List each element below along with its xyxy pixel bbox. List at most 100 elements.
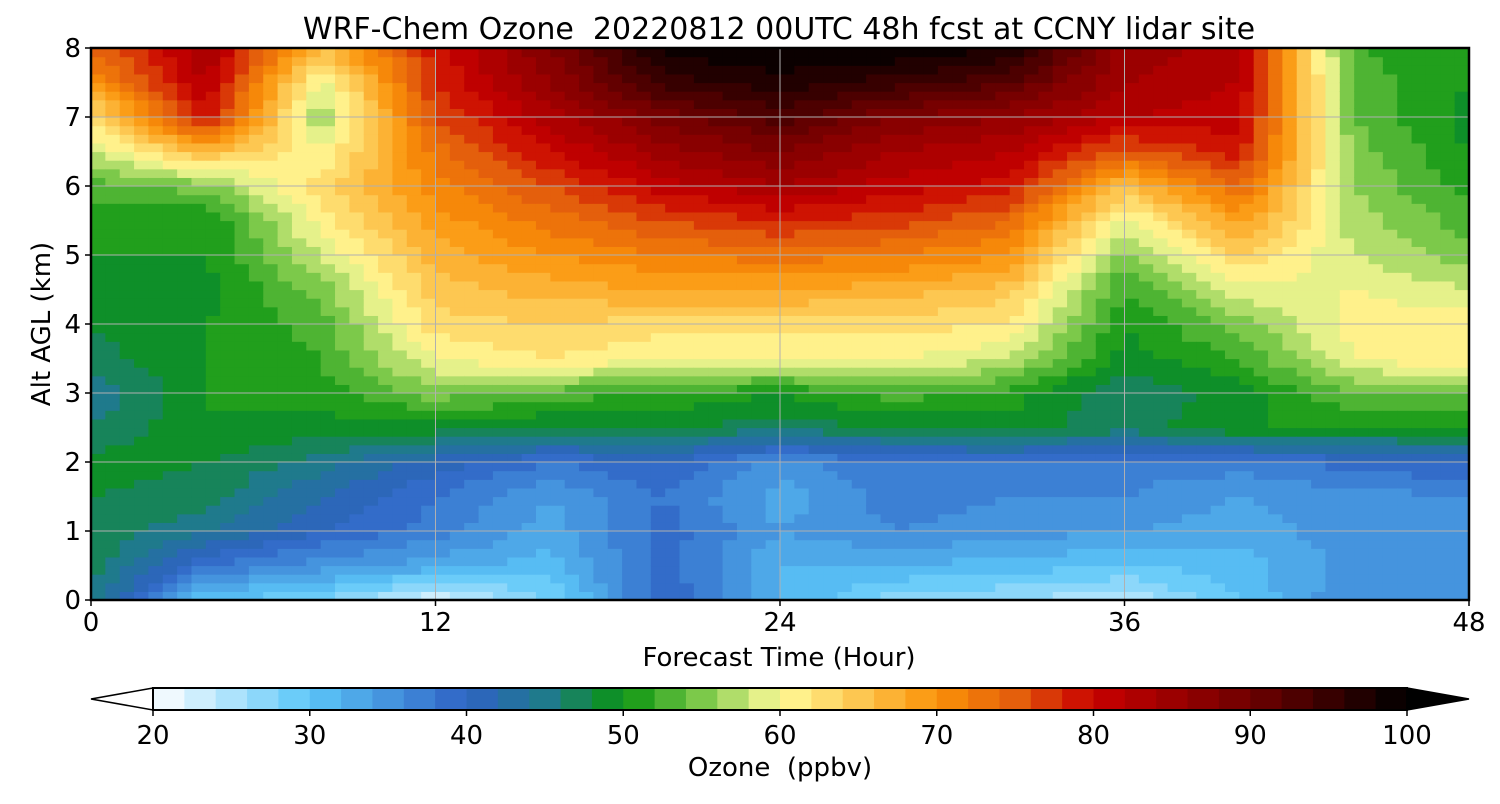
heat-cell: [148, 160, 164, 170]
heat-cell: [535, 177, 551, 187]
heat-cell: [866, 384, 882, 394]
heat-cell: [263, 341, 279, 351]
heat-cell: [995, 246, 1011, 256]
heat-cell: [1110, 367, 1126, 377]
heat-cell: [679, 99, 695, 109]
heat-cell: [248, 531, 264, 541]
heat-cell: [1009, 82, 1025, 92]
heat-cell: [220, 556, 236, 567]
heat-cell: [708, 496, 724, 506]
heat-cell: [449, 427, 465, 437]
heat-cell: [866, 410, 882, 420]
heat-cell: [1181, 393, 1197, 403]
heat-cell: [693, 531, 709, 541]
heat-cell: [521, 505, 537, 515]
heat-cell: [952, 229, 968, 239]
heat-cell: [134, 99, 150, 109]
heat-cell: [751, 539, 767, 549]
heat-cell: [966, 151, 982, 161]
heat-cell: [622, 539, 638, 549]
heat-cell: [1167, 289, 1183, 299]
heat-cell: [277, 444, 293, 454]
heat-cell: [1138, 375, 1154, 385]
heat-cell: [837, 48, 853, 58]
heat-cell: [607, 91, 623, 101]
heat-cell: [693, 574, 709, 584]
heat-cell: [636, 393, 652, 403]
heat-cell: [205, 82, 221, 92]
heat-cell: [119, 315, 135, 325]
heat-cell: [1138, 522, 1154, 532]
heat-cell: [808, 470, 824, 480]
heat-cell: [794, 384, 810, 394]
heat-cell: [909, 108, 925, 118]
heat-cell: [564, 99, 580, 109]
heat-cell: [708, 117, 724, 127]
heat-cell: [923, 574, 939, 584]
heat-cell: [780, 487, 795, 498]
heat-cell: [291, 565, 307, 575]
heat-cell: [564, 479, 580, 489]
heat-cell: [1038, 505, 1054, 515]
heat-cell: [306, 358, 322, 368]
heat-cell: [320, 99, 336, 109]
heat-cell: [1181, 73, 1197, 84]
heat-cell: [349, 211, 365, 222]
heat-cell: [636, 367, 652, 377]
heat-cell: [1110, 306, 1126, 316]
heat-cell: [119, 117, 135, 127]
heat-cell: [335, 367, 350, 377]
heat-cell: [1095, 384, 1111, 394]
heat-cell: [191, 160, 207, 170]
heat-cell: [363, 591, 379, 600]
heat-cell: [1110, 574, 1126, 584]
heat-cell: [622, 99, 638, 109]
heat-cell: [492, 108, 508, 118]
heat-cell: [837, 556, 853, 567]
heat-cell: [1038, 306, 1054, 316]
heat-cell: [392, 315, 408, 325]
heat-cell: [1024, 522, 1039, 532]
heat-cell: [851, 168, 867, 178]
heat-cell: [1024, 82, 1039, 92]
heat-cell: [952, 186, 968, 196]
heat-cell: [435, 453, 451, 463]
heat-cell: [449, 237, 465, 247]
heat-cell: [622, 487, 638, 498]
heat-cell: [722, 522, 738, 532]
heat-cell: [665, 48, 681, 58]
heat-cell: [105, 168, 121, 178]
heat-cell: [937, 531, 953, 541]
heat-cell: [765, 418, 781, 429]
heat-cell: [1196, 479, 1212, 489]
heat-cell: [995, 358, 1011, 368]
heat-cell: [449, 160, 465, 170]
heat-cell: [263, 272, 279, 282]
heat-cell: [579, 548, 594, 558]
heat-cell: [909, 410, 925, 420]
heat-cell: [607, 548, 623, 558]
heat-cell: [823, 289, 839, 299]
heat-cell: [722, 108, 738, 118]
heat-cell: [937, 332, 953, 342]
heat-cell: [937, 186, 953, 196]
heat-cell: [679, 220, 695, 230]
heat-cell: [650, 203, 666, 213]
heat-cell: [736, 203, 752, 213]
heat-cell: [808, 341, 824, 351]
heat-cell: [980, 479, 996, 489]
heat-cell: [995, 418, 1011, 429]
heat-cell: [679, 556, 695, 567]
heat-cell: [837, 565, 853, 575]
heat-cell: [894, 375, 910, 385]
heat-cell: [995, 56, 1011, 66]
heat-cell: [91, 324, 106, 334]
heat-cell: [1138, 427, 1154, 437]
heat-cell: [837, 418, 853, 429]
heat-cell: [1067, 263, 1083, 273]
heat-cell: [507, 177, 523, 187]
heat-cell: [1081, 513, 1097, 523]
heat-cell: [392, 160, 408, 170]
heat-cell: [780, 358, 795, 368]
heat-cell: [492, 470, 508, 480]
